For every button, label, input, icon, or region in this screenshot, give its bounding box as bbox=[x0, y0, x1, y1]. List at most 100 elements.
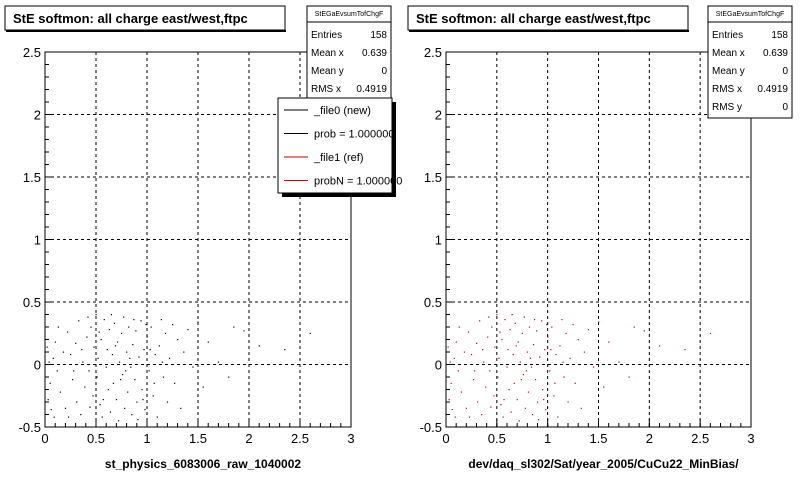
data-point bbox=[140, 320, 142, 322]
data-point bbox=[526, 351, 529, 353]
data-point bbox=[470, 354, 473, 356]
data-point bbox=[78, 320, 80, 322]
data-point bbox=[114, 345, 117, 347]
data-point bbox=[535, 330, 538, 332]
data-point bbox=[538, 419, 540, 421]
data-point bbox=[628, 376, 630, 378]
data-point bbox=[130, 366, 132, 368]
data-point bbox=[134, 379, 136, 381]
data-point bbox=[577, 339, 579, 341]
data-point bbox=[109, 411, 111, 413]
data-point bbox=[135, 330, 137, 332]
data-point bbox=[501, 339, 503, 341]
data-point bbox=[491, 326, 493, 328]
data-point bbox=[684, 349, 686, 351]
stats-label: RMS x bbox=[712, 84, 742, 95]
data-point bbox=[454, 416, 456, 418]
data-point bbox=[451, 409, 453, 411]
legend-box bbox=[277, 97, 393, 194]
data-point bbox=[521, 332, 523, 334]
stats-name: StEGaEvsumTofChgF bbox=[315, 11, 383, 18]
stats-value: 0.639 bbox=[763, 48, 788, 59]
data-point bbox=[572, 324, 574, 326]
data-point bbox=[70, 354, 72, 356]
data-point bbox=[463, 351, 465, 353]
x-tick-label: 0.5 bbox=[87, 431, 105, 446]
data-point bbox=[448, 399, 450, 401]
x-axis-label: dev/daq_sl302/Sat/year_2005/CuCu22_MinBi… bbox=[468, 457, 739, 471]
data-point bbox=[544, 349, 546, 351]
y-tick-label: 0 bbox=[435, 358, 442, 373]
x-tick-label: 1 bbox=[544, 431, 551, 446]
x-tick-label: 3 bbox=[747, 431, 754, 446]
stats-value: 0 bbox=[381, 66, 387, 77]
data-point bbox=[450, 382, 452, 384]
title-box bbox=[407, 5, 689, 31]
data-point bbox=[122, 374, 124, 376]
data-point bbox=[608, 341, 610, 343]
x-tick-label: 1.5 bbox=[189, 431, 207, 446]
data-point bbox=[467, 331, 470, 333]
data-point bbox=[499, 331, 501, 333]
data-point bbox=[95, 314, 97, 316]
data-point bbox=[76, 401, 78, 403]
scatter-series bbox=[447, 314, 712, 422]
data-point bbox=[476, 342, 478, 344]
data-point bbox=[547, 336, 549, 338]
data-point bbox=[48, 361, 50, 363]
data-point bbox=[112, 382, 115, 384]
data-point bbox=[457, 370, 459, 372]
data-point bbox=[537, 401, 539, 403]
data-point bbox=[67, 416, 70, 418]
data-point bbox=[483, 361, 485, 363]
stats-name: StEGaEvsumTofChgF bbox=[716, 11, 784, 18]
y-tick-label: 1.5 bbox=[424, 170, 442, 185]
data-point bbox=[519, 361, 521, 363]
stats-label: RMS x bbox=[311, 84, 341, 95]
data-point bbox=[180, 407, 182, 409]
data-point bbox=[543, 399, 545, 401]
data-point bbox=[128, 326, 130, 328]
stats-label: Entries bbox=[712, 30, 743, 41]
data-point bbox=[154, 354, 156, 356]
data-point bbox=[458, 326, 460, 328]
data-point bbox=[523, 316, 525, 318]
x-tick-label: 1 bbox=[143, 431, 150, 446]
data-point bbox=[187, 329, 189, 331]
data-point bbox=[132, 344, 134, 346]
data-point bbox=[506, 366, 508, 368]
data-point bbox=[52, 357, 54, 359]
data-point bbox=[115, 399, 118, 401]
data-point bbox=[164, 332, 167, 334]
data-point bbox=[488, 316, 490, 318]
data-point bbox=[534, 379, 537, 381]
data-point bbox=[145, 324, 147, 326]
data-point bbox=[56, 370, 58, 372]
data-point bbox=[518, 420, 520, 422]
data-point bbox=[119, 379, 122, 381]
data-point bbox=[508, 389, 510, 391]
data-point bbox=[565, 332, 567, 334]
x-axis-label: st_physics_6083006_raw_1040002 bbox=[105, 457, 301, 471]
data-point bbox=[141, 389, 143, 391]
data-point bbox=[46, 346, 48, 348]
data-point bbox=[496, 314, 498, 316]
data-point bbox=[100, 339, 102, 341]
data-point bbox=[64, 407, 67, 409]
stats-label: Mean x bbox=[311, 48, 344, 59]
x-tick-label: 2.5 bbox=[291, 431, 309, 446]
legend-label: prob = 1.000000 bbox=[314, 129, 394, 141]
data-point bbox=[89, 406, 91, 408]
x-tick-label: 3 bbox=[347, 431, 354, 446]
data-point bbox=[485, 386, 487, 388]
data-point bbox=[598, 321, 600, 323]
x-tick-label: 0 bbox=[41, 431, 48, 446]
data-point bbox=[47, 399, 49, 401]
x-tick-label: 0.5 bbox=[488, 431, 506, 446]
data-point bbox=[563, 376, 565, 378]
stats-box bbox=[707, 5, 793, 119]
data-point bbox=[111, 354, 114, 356]
stats-value: 0.4919 bbox=[356, 84, 387, 95]
stats-label: Mean y bbox=[311, 66, 344, 77]
data-point bbox=[66, 331, 69, 333]
